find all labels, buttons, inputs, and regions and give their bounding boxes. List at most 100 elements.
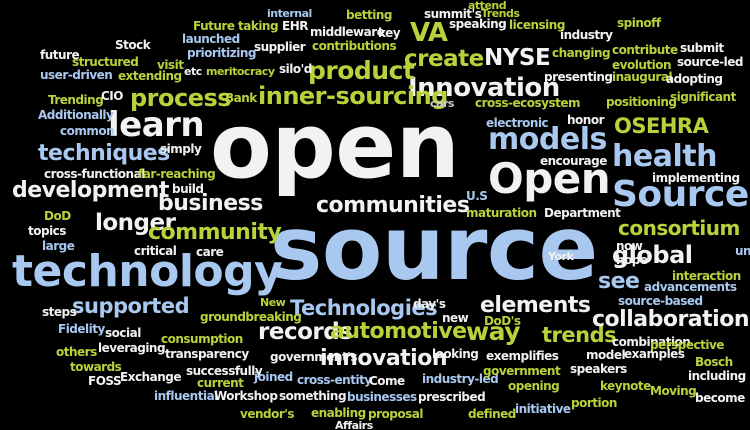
word-cloud-term: speakers — [570, 362, 627, 376]
word-cloud-term: become — [695, 391, 745, 405]
word-cloud-term: simply — [160, 142, 202, 156]
word-cloud-term: meritocracy — [206, 65, 275, 78]
word-cloud-term: care — [196, 245, 224, 259]
word-cloud-term: Workshop — [214, 389, 278, 403]
word-cloud-term: submit — [680, 41, 724, 55]
word-cloud-term: etc — [184, 65, 202, 78]
word-cloud-term: internal — [267, 7, 312, 20]
word-cloud-term: hope — [616, 253, 648, 267]
word-cloud-term: automotive — [330, 319, 467, 344]
word-cloud-term: advancements — [644, 280, 737, 294]
word-cloud-term: technology — [12, 246, 283, 297]
word-cloud-term: Trending — [48, 93, 104, 107]
word-cloud-term: U.S — [466, 189, 488, 203]
word-cloud-term: steps — [42, 305, 77, 319]
word-cloud-term: techniques — [38, 141, 170, 166]
word-cloud-term: industry-led — [422, 372, 499, 386]
word-cloud-term: maturation — [466, 206, 537, 220]
word-cloud-term: global — [612, 241, 693, 269]
word-cloud-term: cross-entity — [297, 373, 372, 387]
word-cloud-term: critical — [134, 244, 177, 258]
word-cloud-term: Source — [612, 174, 749, 215]
word-cloud-term: topics — [28, 224, 66, 238]
word-cloud-term: looking — [432, 347, 479, 361]
word-cloud-term: contributions — [312, 39, 397, 53]
word-cloud-term: model — [586, 348, 626, 362]
word-cloud-term: businesses — [347, 390, 417, 404]
word-cloud-term: leveraging — [98, 341, 166, 355]
word-cloud-term: see — [598, 269, 640, 294]
word-cloud-term: user-driven — [40, 68, 113, 82]
word-cloud-term: cross-functional — [44, 167, 145, 181]
word-cloud-term: towards — [70, 360, 122, 374]
word-cloud-term: evolution — [612, 58, 672, 72]
word-cloud-term: middleware — [310, 25, 385, 39]
word-cloud-term: opening — [508, 379, 560, 393]
word-cloud-term: far-reaching — [138, 167, 216, 181]
word-cloud-term: perspective — [650, 338, 724, 352]
word-cloud-term: cars — [430, 97, 454, 110]
word-cloud-term: changing — [552, 46, 611, 60]
word-cloud-term: create — [404, 46, 484, 72]
word-cloud-term: source — [270, 197, 598, 300]
word-cloud-term: supported — [72, 294, 190, 318]
word-cloud-term: collaboration — [592, 307, 749, 332]
word-cloud-term: keynote — [600, 379, 651, 393]
word-cloud-term: Come — [369, 374, 405, 388]
word-cloud-term: process — [130, 84, 232, 112]
word-cloud-term: future — [40, 48, 80, 62]
word-cloud-term: honor — [567, 113, 605, 127]
word-cloud-term: Exchange — [120, 370, 181, 384]
word-cloud-term: electronic — [486, 116, 549, 130]
word-cloud-term: attend — [468, 0, 507, 12]
word-cloud-term: launched — [182, 32, 240, 46]
word-cloud-term: extending — [118, 69, 182, 83]
word-cloud-term: consortium — [618, 216, 740, 240]
word-cloud-term: way — [466, 317, 521, 346]
word-cloud-term: inaugural — [612, 70, 673, 84]
word-cloud-term: initiative — [515, 402, 571, 416]
word-cloud-term: VA — [410, 18, 448, 48]
word-cloud-term: implementing — [652, 171, 740, 185]
word-cloud-term: exemplifies — [486, 349, 559, 363]
word-cloud-term: enabling — [311, 406, 366, 420]
word-cloud-term: structured — [72, 55, 139, 69]
word-cloud-term: learn — [108, 105, 205, 145]
word-cloud-term: prescribed — [418, 390, 486, 404]
word-cloud-term: others — [56, 345, 97, 359]
word-cloud-term: innovation — [320, 346, 448, 371]
word-cloud-term: positioning — [606, 95, 677, 109]
word-cloud-term: New — [260, 296, 286, 309]
word-cloud-term: successfully — [186, 364, 263, 378]
word-cloud-term: Bosch — [695, 355, 733, 369]
word-cloud-term: Open — [488, 154, 611, 203]
word-cloud-term: adopting — [666, 72, 723, 86]
word-cloud-term: elements — [480, 293, 591, 318]
word-cloud-term: presenting — [544, 70, 613, 84]
word-cloud-term: Fidelity — [58, 322, 105, 336]
word-cloud-term: significant — [670, 90, 736, 104]
word-cloud-term: new — [442, 311, 469, 325]
word-cloud-term: OSEHRA — [614, 114, 709, 138]
word-cloud-term: inner-sourcing — [258, 82, 448, 110]
word-cloud-term: EHR — [282, 19, 308, 33]
word-cloud-term: visit — [157, 58, 184, 72]
word-cloud-term: business — [158, 191, 263, 216]
word-cloud-term: Affairs — [335, 419, 373, 430]
word-cloud-term: silo'd — [279, 62, 312, 76]
word-cloud-term: DoD's — [484, 314, 521, 328]
word-cloud-term: consumption — [161, 332, 243, 346]
word-cloud-term: Trends — [481, 7, 520, 20]
word-cloud-term: longer — [95, 210, 176, 236]
word-cloud-term: something — [279, 389, 347, 403]
word-cloud-term: unit — [735, 244, 750, 258]
word-cloud-term: portion — [571, 396, 617, 410]
word-cloud-term: government — [483, 364, 561, 378]
word-cloud-term: industry — [560, 28, 613, 42]
word-cloud-term: now — [616, 239, 643, 253]
word-cloud-term: communities — [316, 193, 470, 218]
word-cloud-term: NYSE — [484, 45, 551, 71]
word-cloud-term: FOSS — [88, 374, 122, 388]
word-cloud-term: CIO — [101, 89, 123, 103]
word-cloud-term: including — [688, 369, 746, 383]
